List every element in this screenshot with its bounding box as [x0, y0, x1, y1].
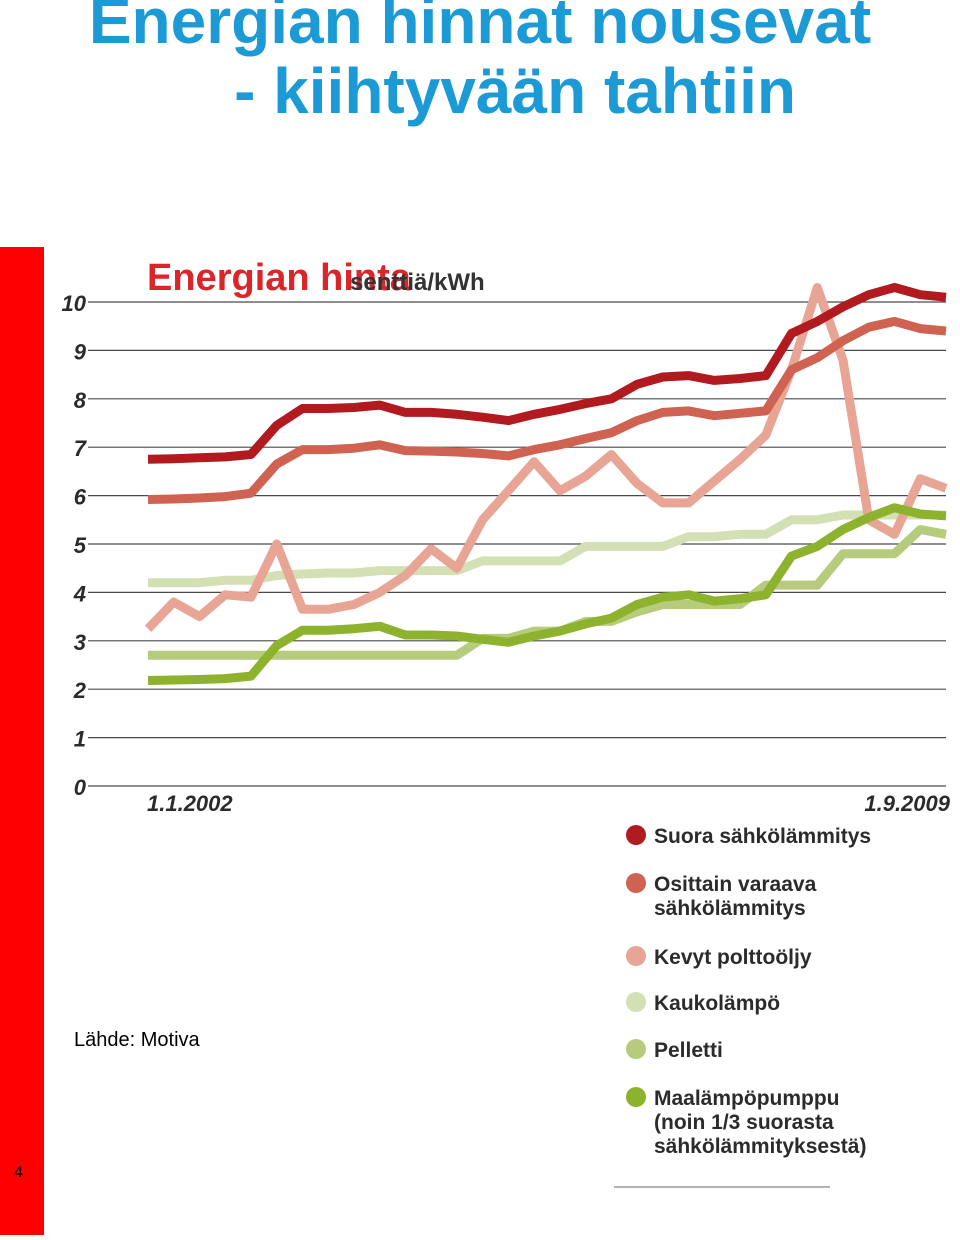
- chart-title: Energian hinta: [147, 257, 412, 299]
- y-tick-label: 0: [74, 775, 87, 800]
- y-tick-label: 4: [73, 581, 86, 606]
- legend-marker: [626, 1087, 646, 1107]
- legend-label: (noin 1/3 suorasta: [654, 1111, 834, 1134]
- series-line: [144, 283, 948, 632]
- legend-label: sähkölämmityksestä): [654, 1135, 866, 1158]
- series-line: [147, 316, 947, 504]
- page-number: 4: [14, 1164, 23, 1181]
- source-caption: Lähde: Motiva: [74, 1029, 200, 1051]
- chart-grid: [88, 301, 946, 787]
- y-tick-label: 2: [73, 678, 87, 703]
- legend-marker: [626, 873, 646, 893]
- y-tick-label: 1: [74, 727, 86, 752]
- legend-label: Osittain varaava: [654, 873, 817, 896]
- y-tick-label: 6: [74, 485, 87, 510]
- chart-series: [144, 283, 948, 685]
- y-tick-label: 3: [74, 630, 86, 655]
- y-tick-label: 10: [62, 291, 87, 316]
- y-tick-label: 8: [74, 388, 87, 413]
- series-line: [147, 503, 947, 685]
- x-start-label: 1.1.2002: [147, 791, 233, 816]
- y-tick-label: 7: [74, 436, 88, 461]
- page-title: Energian hinnat nousevat - kiihtyvään ta…: [0, 0, 960, 126]
- x-end-label: 1.9.2009: [864, 791, 950, 816]
- legend-label: Kevyt polttoöljy: [654, 946, 812, 969]
- y-tick-label: 5: [74, 533, 87, 558]
- red-side-bar: [0, 247, 44, 1235]
- legend-label: sähkölämmitys: [654, 897, 806, 920]
- page-title-line-2: - kiihtyvään tahtiin: [234, 55, 796, 127]
- chart-unit: senttiä/kWh: [350, 269, 485, 296]
- legend-marker: [626, 825, 646, 845]
- y-axis-ticks: 0 1 2 3 4 5 6 7 8 9 10: [62, 291, 88, 800]
- legend-label: Pelletti: [654, 1039, 723, 1062]
- legend-label: Maalämpöpumppu: [654, 1087, 840, 1110]
- legend-label: Suora sähkölämmitys: [654, 825, 871, 848]
- legend-marker: [626, 1039, 646, 1059]
- y-tick-label: 9: [74, 339, 87, 364]
- series-line: [148, 510, 946, 588]
- series-line: [147, 283, 947, 464]
- legend-marker: [626, 946, 646, 966]
- legend-marker: [626, 992, 646, 1012]
- page-title-line-1: Energian hinnat nousevat: [88, 0, 872, 57]
- legend-label: Kaukolämpö: [654, 992, 780, 1015]
